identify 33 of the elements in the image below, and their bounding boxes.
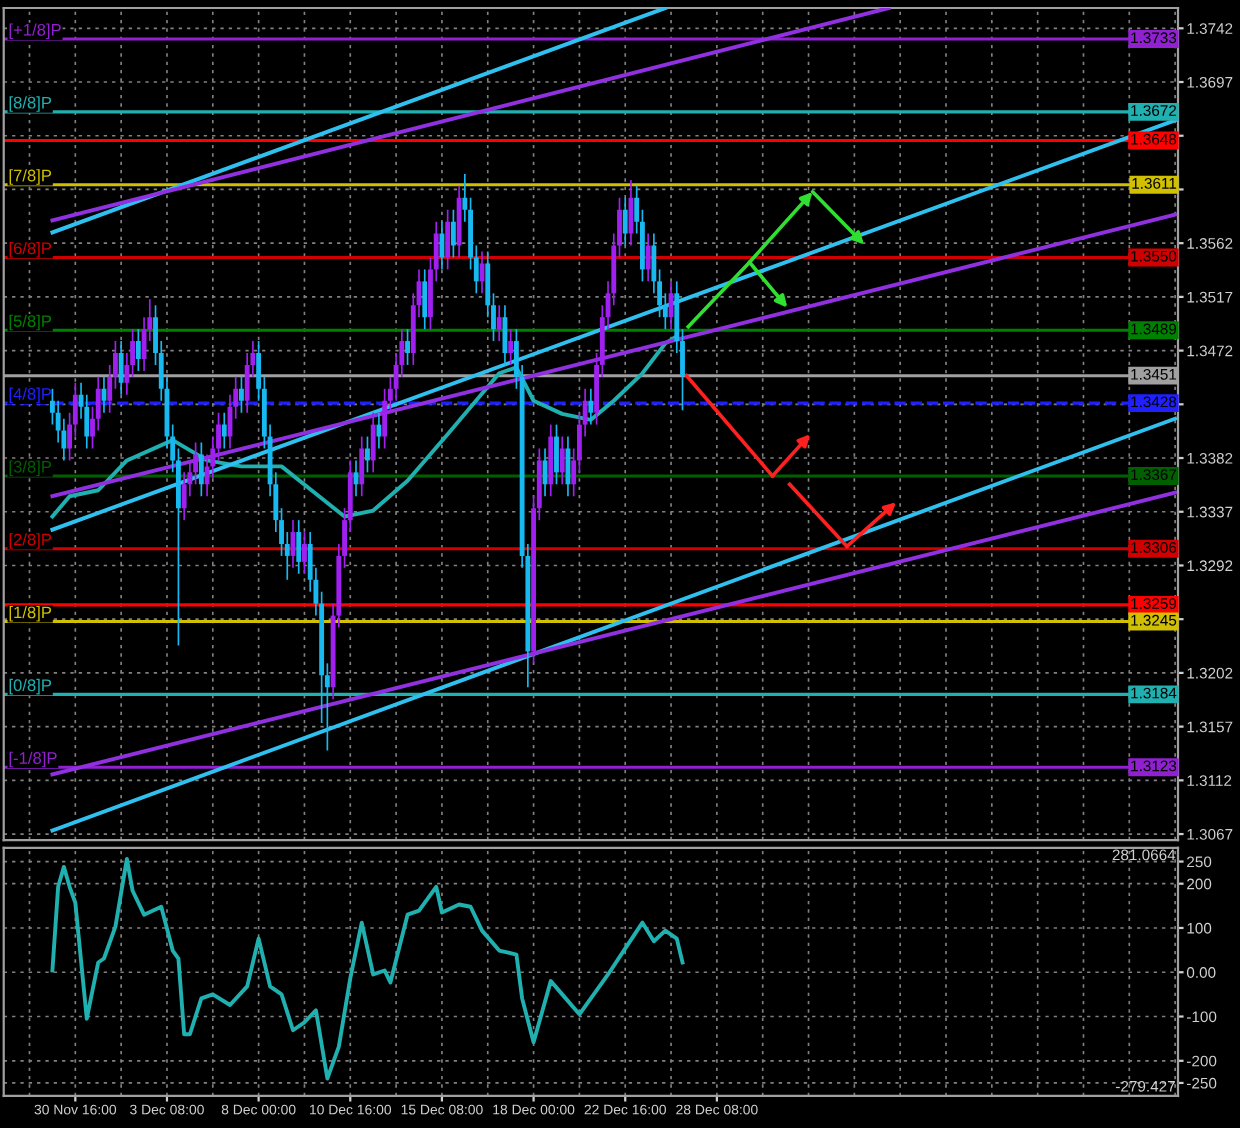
ref-line-label: [3/8]P: [9, 460, 52, 476]
candlestick: [405, 328, 410, 366]
candlestick: [370, 411, 376, 474]
ref-line-label: [6/8]P: [9, 241, 52, 258]
ref-line-label: [1/8]P: [9, 606, 52, 622]
candlestick: [508, 328, 514, 366]
candlestick: [296, 519, 302, 575]
candlestick: [239, 376, 244, 414]
candlestick: [365, 435, 370, 474]
ref-line-label: [7/8]P: [9, 169, 52, 185]
candlestick: [559, 435, 565, 486]
ref-line-label: [0/8]P: [9, 678, 52, 695]
ref-line-label: [8/8]P: [9, 96, 52, 112]
candlestick: [198, 441, 204, 498]
candlestick: [135, 328, 141, 372]
ref-line-label: [+1/8]P: [9, 23, 61, 40]
candlestick: [221, 411, 227, 450]
candlestick: [445, 208, 451, 271]
candlestick: [359, 435, 365, 498]
line-series: [50, 856, 685, 1081]
ref-line-label: [5/8]P: [9, 314, 52, 331]
candlestick: [422, 268, 428, 330]
ref-line-label: [-1/8]P: [9, 751, 57, 768]
ref-line-label: [2/8]P: [9, 533, 52, 549]
candlestick: [645, 232, 651, 283]
candlestick: [548, 423, 554, 498]
ref-line-label: [4/8]P: [9, 387, 52, 404]
candlestick: [588, 387, 594, 426]
candlestick: [456, 185, 462, 259]
candlestick: [376, 411, 382, 450]
candlestick: [554, 423, 559, 486]
candlestick: [496, 304, 502, 342]
candlestick: [450, 208, 456, 259]
